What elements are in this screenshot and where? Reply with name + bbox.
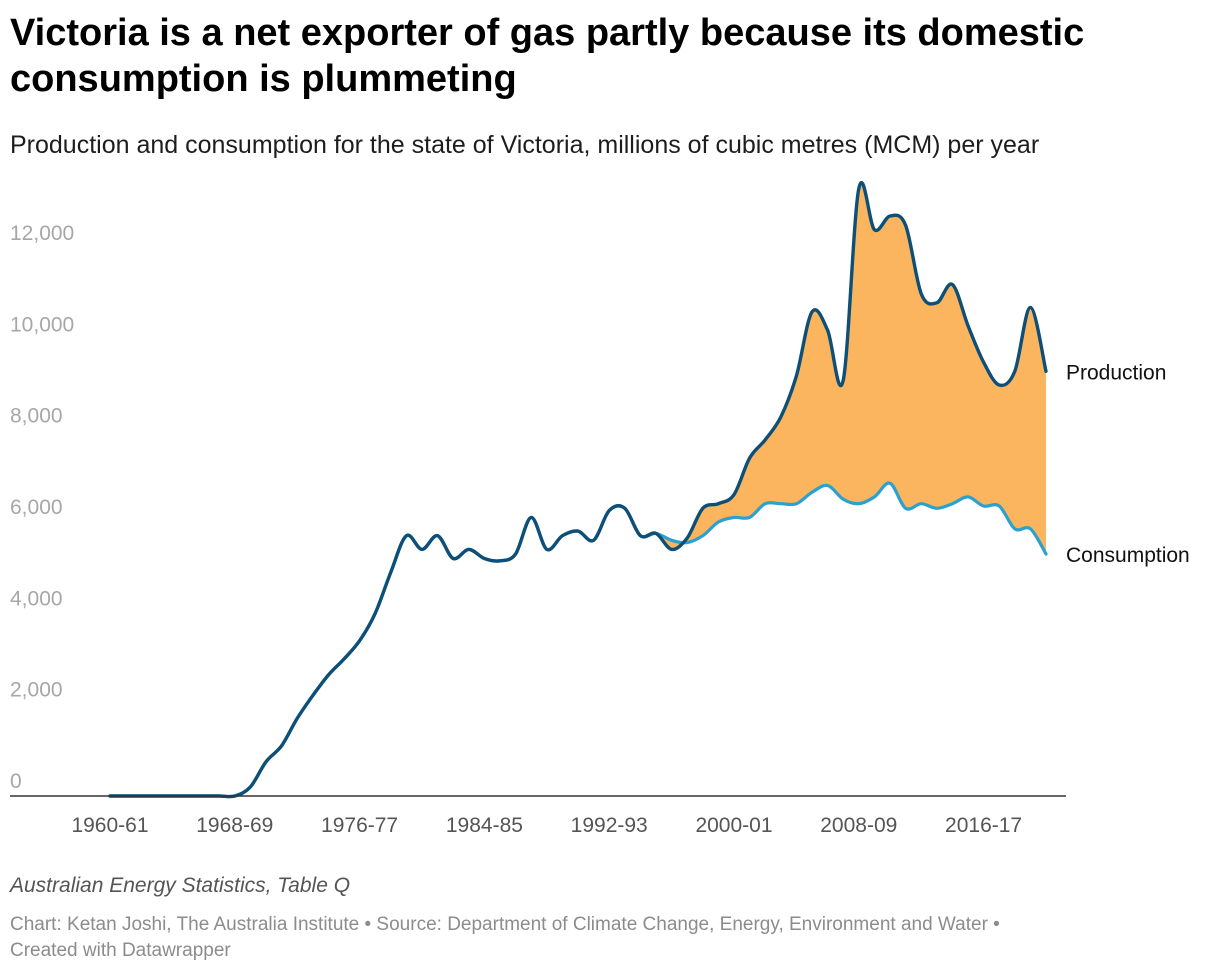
y-tick-label: 10,000: [10, 313, 74, 336]
production-label: Production: [1066, 361, 1166, 384]
surplus-area: [110, 182, 1046, 797]
footer-credits: Chart: Ketan Joshi, The Australia Instit…: [10, 914, 1000, 935]
x-tick-label: 1976-77: [321, 814, 398, 837]
production-line: [108, 181, 1048, 799]
chart-subtitle: Production and consumption for the state…: [10, 131, 1040, 159]
chart-footer: Chart: Ketan Joshi, The Australia Instit…: [10, 912, 1190, 964]
x-tick-label: 1992-93: [571, 814, 648, 837]
y-tick-label: 2,000: [10, 679, 63, 702]
footer-created-with: Created with Datawrapper: [10, 940, 231, 961]
x-tick-label: 1960-61: [71, 814, 148, 837]
x-tick-label: 1968-69: [196, 814, 273, 837]
chart-area: 0 2,000 4,000 6,000 8,000 10,000 12,000 1960-61…: [10, 181, 1190, 837]
y-tick-label: 4,000: [10, 587, 63, 610]
x-tick-label: 2016-17: [945, 814, 1022, 837]
y-tick-label: 8,000: [10, 405, 63, 428]
x-tick-label: 2008-09: [820, 814, 897, 837]
y-tick-label: 6,000: [10, 496, 63, 519]
chart-title: Victoria is a net exporter of gas partly…: [10, 12, 1085, 100]
y-tick-label: 0: [10, 770, 22, 793]
x-tick-label: 1984-85: [446, 814, 523, 837]
y-tick-label: 12,000: [10, 222, 74, 245]
consumption-label: Consumption: [1066, 544, 1190, 567]
x-tick-label: 2000-01: [695, 814, 772, 837]
source-note: Australian Energy Statistics, Table Q: [10, 874, 351, 897]
